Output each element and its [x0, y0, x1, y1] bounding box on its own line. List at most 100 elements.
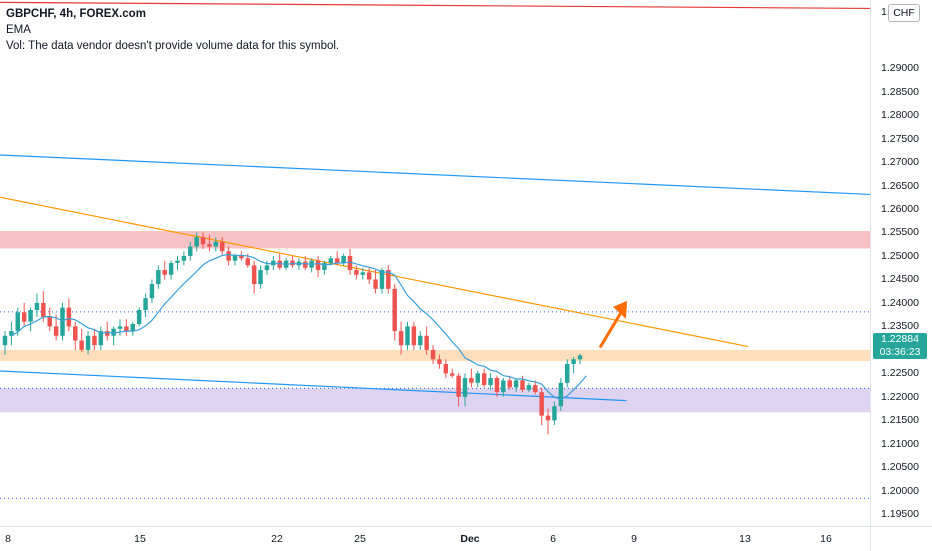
- price-label: 1.26000: [881, 202, 919, 215]
- candle-body: [251, 265, 257, 285]
- candle-body: [481, 373, 487, 386]
- lower-trendline: [0, 370, 627, 402]
- candle-body: [2, 335, 8, 346]
- time-label: Dec: [460, 533, 480, 545]
- candle-body: [552, 406, 557, 421]
- candle-body: [136, 309, 142, 325]
- candle-body: [418, 335, 423, 346]
- time-label: 6: [550, 533, 556, 545]
- candle-body: [194, 237, 199, 247]
- price-label: 1.21500: [881, 414, 919, 427]
- candle-body: [124, 326, 129, 332]
- time-label: 16: [820, 533, 832, 545]
- price-label: 1.28000: [881, 109, 919, 122]
- time-label: 9: [631, 533, 637, 545]
- price-label: 1.27500: [881, 132, 919, 145]
- candle-body: [181, 255, 187, 261]
- candle-body: [188, 246, 193, 256]
- price-label: 1.28500: [881, 85, 919, 98]
- candle-body: [149, 284, 155, 299]
- candle-body: [411, 326, 417, 346]
- candle-body: [469, 378, 474, 383]
- price-label: 1.22500: [881, 367, 919, 380]
- candle-body: [303, 261, 308, 268]
- descending-trendline: [0, 196, 749, 348]
- currency-button[interactable]: CHF: [888, 4, 920, 22]
- candle-body: [143, 298, 148, 310]
- candle-body: [488, 378, 493, 386]
- candle-body: [462, 378, 468, 397]
- candle-body: [405, 326, 410, 346]
- candle-body: [175, 260, 180, 263]
- candle-body: [533, 385, 538, 393]
- price-label: 1.20000: [881, 484, 919, 497]
- price-label: 1.27000: [881, 156, 919, 169]
- candle-body: [545, 415, 551, 421]
- candle-body: [104, 331, 110, 336]
- candle-body: [437, 359, 442, 364]
- candle-body: [34, 302, 40, 310]
- time-axis[interactable]: 8 15 22 25 Dec 6 9 13 16: [0, 526, 870, 551]
- last-price: 1.22884: [881, 333, 919, 345]
- candle-body: [111, 328, 116, 336]
- price-label: 1.24500: [881, 273, 919, 286]
- candle-body: [41, 302, 46, 318]
- candle-body: [398, 331, 404, 346]
- price-label: 1.24000: [881, 296, 919, 309]
- candle-body: [334, 258, 340, 263]
- candle-body: [53, 326, 59, 336]
- demand-zone: [0, 388, 870, 413]
- candle-body: [449, 373, 455, 376]
- candle-body: [226, 251, 231, 261]
- candle-body: [494, 378, 500, 393]
- candle-body: [277, 260, 282, 268]
- candle-body: [258, 270, 263, 285]
- candle-body: [213, 241, 219, 247]
- candle-body: [366, 272, 372, 280]
- candle-body: [379, 270, 385, 289]
- time-label: 22: [271, 533, 283, 545]
- candle-body: [443, 363, 449, 374]
- candle-body: [219, 241, 225, 252]
- candle-body: [571, 359, 576, 364]
- candle-body: [264, 265, 270, 271]
- candle-body: [130, 324, 136, 332]
- candle-body: [156, 270, 161, 285]
- candle-body: [47, 317, 52, 327]
- candle-body: [539, 392, 544, 416]
- candle-body: [526, 385, 532, 390]
- resistance-zone: [0, 231, 870, 249]
- price-chart[interactable]: [0, 0, 870, 526]
- candle-body: [315, 260, 321, 271]
- ema-line: [11, 253, 587, 400]
- bar-countdown: 03:36:23: [879, 346, 921, 358]
- candle-body: [207, 244, 212, 247]
- candle-body: [92, 335, 97, 346]
- price-label: 1.22000: [881, 390, 919, 403]
- candle-body: [79, 340, 84, 350]
- candle-body: [577, 355, 583, 360]
- candle-body: [245, 258, 251, 266]
- price-label: 1.25500: [881, 226, 919, 239]
- indicator-label[interactable]: EMA: [6, 24, 31, 36]
- candle-body: [507, 380, 512, 388]
- candle-body: [271, 260, 276, 266]
- candle-body: [386, 270, 391, 289]
- time-label: 25: [354, 533, 366, 545]
- projection-arrow-head: [613, 300, 627, 319]
- candle-body: [239, 255, 244, 259]
- price-axis[interactable]: 1.2 1.290001.285001.280001.275001.270001…: [870, 0, 932, 526]
- time-label: 13: [739, 533, 751, 545]
- price-label: 1.25000: [881, 249, 919, 262]
- candle-body: [373, 279, 378, 289]
- projection-arrow-shaft: [598, 310, 624, 349]
- candle-body: [501, 380, 506, 393]
- candle-body: [21, 312, 27, 322]
- chart-legend: GBPCHF, 4h, FOREX.com EMA Vol: The data …: [6, 6, 339, 54]
- candle-body: [98, 331, 104, 346]
- candle-body: [475, 373, 481, 383]
- candle-body: [66, 307, 72, 327]
- candle-body: [28, 309, 33, 322]
- price-label: 1.21000: [881, 437, 919, 450]
- symbol-title[interactable]: GBPCHF, 4h, FOREX.com: [6, 8, 146, 20]
